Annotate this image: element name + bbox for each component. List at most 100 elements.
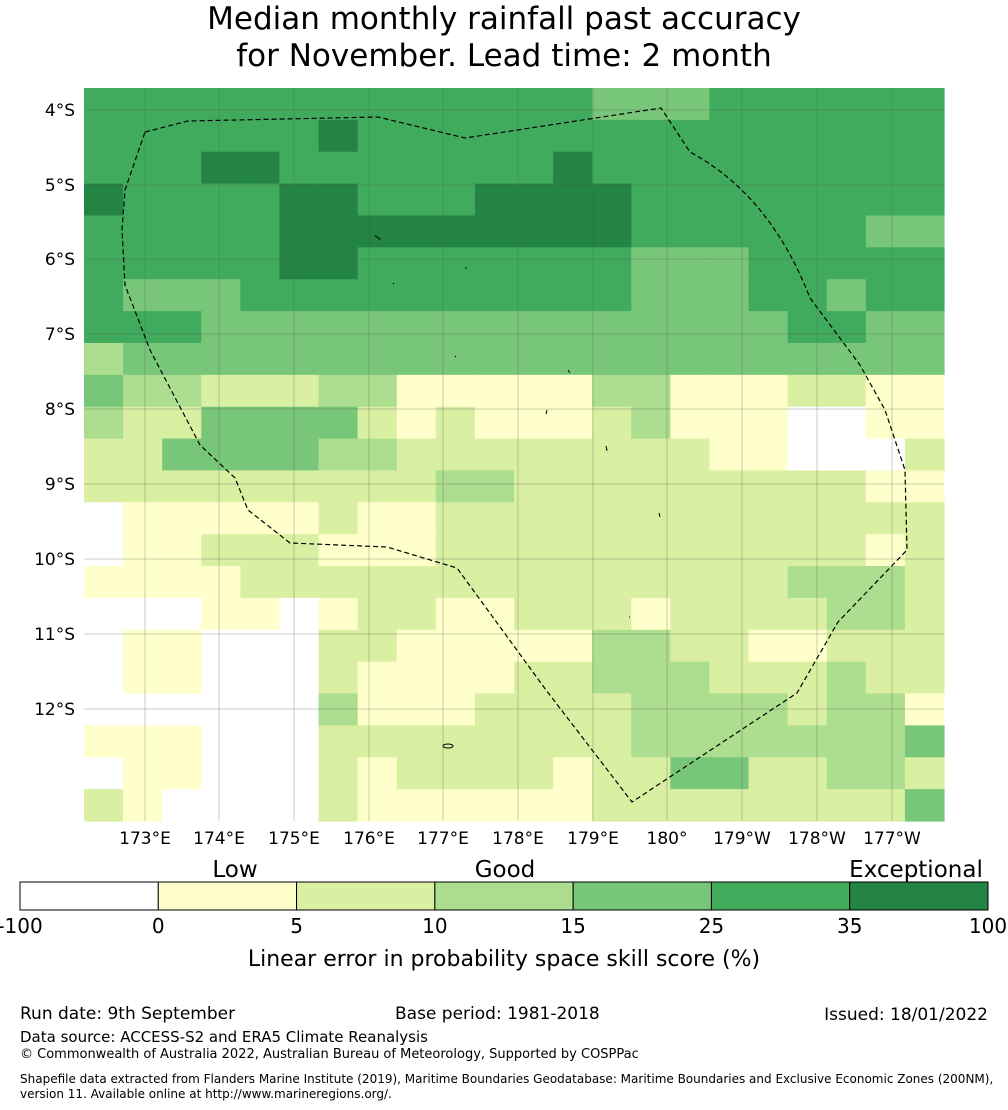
grid-cell bbox=[709, 534, 750, 567]
grid-cell bbox=[787, 215, 828, 248]
copyright: © Commonwealth of Australia 2022, Austra… bbox=[20, 1047, 639, 1062]
grid-cell bbox=[592, 725, 632, 758]
grid-cell bbox=[670, 629, 711, 663]
grid-cell bbox=[709, 88, 750, 121]
grid-cell bbox=[318, 88, 359, 121]
grid-cell bbox=[748, 502, 789, 535]
grid-cell bbox=[787, 502, 828, 535]
grid-cell bbox=[514, 470, 554, 503]
grid-cell bbox=[474, 470, 515, 503]
grid-cell bbox=[670, 757, 711, 790]
grid-cell bbox=[396, 311, 437, 344]
grid-cell bbox=[240, 342, 281, 376]
grid-cell bbox=[318, 661, 359, 695]
grid-cell bbox=[787, 119, 828, 153]
grid-cell bbox=[709, 789, 750, 822]
grid-cell bbox=[865, 566, 906, 599]
legend-category-label: Low bbox=[212, 857, 257, 883]
grid-cell bbox=[279, 88, 320, 121]
grid-cell bbox=[787, 311, 828, 344]
grid-cell bbox=[748, 438, 789, 472]
grid-cell bbox=[318, 183, 359, 217]
grid-cell bbox=[240, 151, 281, 185]
grid-cell bbox=[592, 470, 632, 503]
grid-cell bbox=[748, 789, 789, 822]
grid-cell bbox=[435, 374, 476, 408]
grid-cell bbox=[748, 311, 789, 344]
grid-cell bbox=[865, 438, 906, 472]
grid-cell bbox=[162, 88, 202, 121]
grid-cell bbox=[592, 247, 632, 280]
grid-cell bbox=[514, 342, 554, 376]
grid-cell bbox=[826, 151, 867, 185]
grid-cell bbox=[904, 629, 945, 663]
grid-cell bbox=[240, 629, 281, 663]
longitude-label: 175°E bbox=[268, 829, 320, 849]
grid-cell bbox=[865, 374, 906, 408]
grid-cell bbox=[201, 629, 241, 663]
grid-cell bbox=[787, 151, 828, 185]
grid-cell bbox=[670, 183, 711, 217]
grid-cell bbox=[162, 311, 202, 344]
grid-cell bbox=[396, 406, 437, 440]
grid-cell bbox=[709, 151, 750, 185]
grid-cell bbox=[357, 247, 398, 280]
grid-cell bbox=[84, 597, 124, 631]
grid-cell bbox=[84, 661, 124, 695]
grid-cell bbox=[318, 247, 359, 280]
grid-cell bbox=[631, 247, 671, 280]
island-shape bbox=[545, 409, 548, 415]
grid-cell bbox=[670, 725, 711, 758]
latitude-label: 8°S bbox=[45, 400, 75, 420]
grid-cell bbox=[357, 789, 398, 822]
grid-cell bbox=[123, 342, 163, 376]
grid-cell bbox=[162, 597, 202, 631]
grid-cell bbox=[162, 438, 202, 472]
grid-cell bbox=[318, 342, 359, 376]
grid-cell bbox=[474, 725, 515, 758]
grid-cell bbox=[162, 247, 202, 280]
grid-cell bbox=[709, 693, 750, 726]
grid-cell bbox=[123, 247, 163, 280]
grid-cell bbox=[553, 629, 593, 663]
grid-cell bbox=[435, 151, 476, 185]
grid-cell bbox=[435, 88, 476, 121]
grid-cell bbox=[670, 279, 711, 312]
grid-cell bbox=[318, 566, 359, 599]
grid-cell bbox=[474, 597, 515, 631]
grid-cell bbox=[592, 597, 632, 631]
grid-cell bbox=[670, 406, 711, 440]
grid-cell bbox=[826, 311, 867, 344]
grid-cell bbox=[357, 693, 398, 726]
legend-color-boxes bbox=[19, 881, 989, 911]
grid-cell bbox=[84, 374, 124, 408]
grid-cell bbox=[826, 88, 867, 121]
grid-cell bbox=[474, 247, 515, 280]
grid-cell bbox=[201, 661, 241, 695]
grid-cell bbox=[631, 215, 671, 248]
grid-cell bbox=[592, 406, 632, 440]
grid-cell bbox=[318, 438, 359, 472]
grid-cell bbox=[904, 88, 945, 121]
grid-cell bbox=[240, 661, 281, 695]
grid-cell bbox=[84, 279, 124, 312]
grid-cell bbox=[84, 215, 124, 248]
grid-cell bbox=[826, 470, 867, 503]
grid-cell bbox=[553, 725, 593, 758]
grid-cell bbox=[84, 725, 124, 758]
grid-cell bbox=[826, 342, 867, 376]
grid-cell bbox=[592, 661, 632, 695]
grid-cell bbox=[435, 661, 476, 695]
grid-cell bbox=[201, 406, 241, 440]
grid-cell bbox=[357, 374, 398, 408]
grid-cell bbox=[279, 693, 320, 726]
grid-cell bbox=[553, 566, 593, 599]
grid-cell bbox=[123, 215, 163, 248]
eez-boundary bbox=[121, 107, 908, 803]
grid-cell bbox=[435, 342, 476, 376]
grid-cell bbox=[396, 757, 437, 790]
grid-cell bbox=[553, 342, 593, 376]
grid-cell bbox=[670, 151, 711, 185]
grid-cell bbox=[670, 342, 711, 376]
island-shape bbox=[374, 235, 381, 241]
